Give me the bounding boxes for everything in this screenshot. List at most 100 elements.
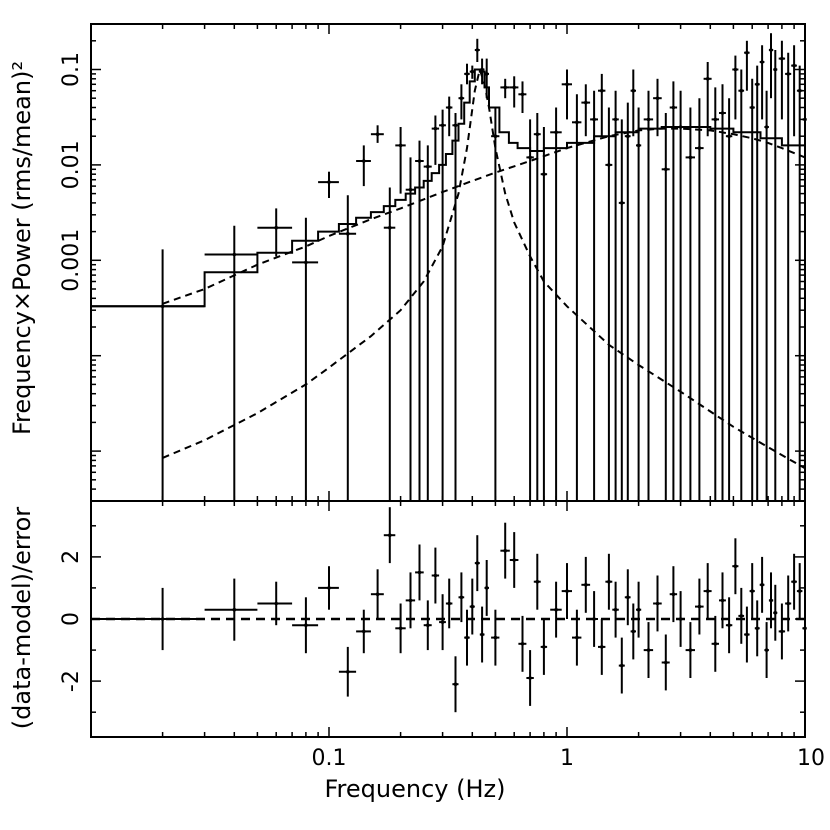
residual-data-point	[598, 619, 606, 675]
residual-data-point	[540, 619, 548, 675]
power-marker	[426, 164, 430, 169]
power-marker	[465, 72, 469, 76]
power-marker	[646, 117, 651, 122]
residual-marker	[727, 623, 731, 627]
power-data-point	[643, 90, 654, 501]
power-data-point	[711, 87, 719, 501]
power-data-point	[518, 81, 527, 113]
residual-marker	[607, 579, 611, 584]
power-data-point	[618, 119, 625, 501]
residual-data-point	[590, 591, 598, 647]
power-marker	[554, 130, 558, 135]
power-data-point	[719, 84, 726, 501]
residual-marker	[636, 607, 641, 612]
power-marker	[727, 134, 731, 138]
residual-marker	[780, 629, 784, 634]
model-curve-broad-lorentzian	[162, 127, 806, 305]
power-data-points	[91, 33, 807, 501]
power-marker	[786, 72, 790, 76]
residual-data-point	[464, 609, 470, 666]
residual-data-point	[479, 606, 485, 663]
power-data-point	[661, 113, 670, 501]
power-data-point	[405, 157, 416, 501]
residual-marker	[705, 589, 710, 593]
power-y-axis-label: Frequency×Power (rms/mean)²	[8, 61, 36, 435]
residual-marker	[493, 635, 498, 640]
residual-data-point	[423, 600, 432, 651]
power-y-tick-label: 0.1	[59, 52, 84, 87]
residual-marker	[484, 586, 489, 590]
power-data-point	[744, 40, 750, 91]
residual-marker	[554, 607, 558, 612]
power-marker	[375, 132, 380, 136]
residual-data-point	[695, 578, 704, 635]
power-data-point	[572, 94, 582, 501]
power-y-tick-labels: 0.001 0.01 0.1	[59, 52, 84, 292]
residual-marker	[688, 648, 693, 652]
residual-data-point	[395, 603, 406, 654]
residual-data-point	[318, 566, 339, 610]
residual-marker	[646, 648, 651, 652]
power-marker	[769, 48, 773, 52]
residual-marker	[475, 561, 480, 565]
power-marker	[232, 252, 237, 257]
power-data-point	[479, 58, 485, 85]
residual-data-point	[643, 622, 654, 678]
residual-data-point	[439, 594, 446, 651]
power-marker	[764, 125, 769, 129]
residual-marker	[733, 564, 738, 568]
power-marker	[304, 260, 308, 265]
power-marker	[584, 100, 588, 105]
residual-data-point	[764, 622, 769, 678]
residual-data-point	[572, 609, 582, 666]
residual-data-point	[484, 560, 489, 616]
residual-marker	[470, 604, 475, 609]
power-marker	[697, 146, 702, 150]
residual-marker	[664, 660, 668, 665]
power-data-point	[526, 119, 534, 501]
power-marker	[433, 126, 438, 131]
power-marker	[565, 82, 569, 87]
power-data-point	[669, 81, 678, 501]
power-marker	[493, 134, 498, 138]
residual-marker	[459, 595, 464, 600]
power-marker	[745, 50, 749, 55]
power-marker	[678, 125, 683, 129]
power-data-point	[491, 107, 500, 501]
residual-data-point	[759, 556, 765, 613]
residual-data-point	[491, 609, 500, 666]
power-data-point	[370, 125, 384, 143]
residual-marker	[620, 663, 624, 668]
power-marker	[626, 134, 630, 138]
power-data-point	[738, 69, 745, 501]
residual-data-point	[204, 578, 258, 641]
residual-marker	[713, 642, 718, 646]
power-marker	[733, 67, 738, 72]
residual-data-points	[91, 507, 807, 713]
residual-data-point	[754, 600, 760, 657]
power-spectrum-panel: 0.001 0.01 0.1 Frequency×Power (rms/mean)²	[8, 23, 807, 502]
residual-marker	[528, 676, 532, 680]
residual-data-point	[292, 597, 319, 654]
residuals-y-axis-label: (data-model)/error	[8, 507, 36, 729]
power-data-point	[469, 65, 475, 79]
frequency-x-tick-label: 10	[797, 746, 825, 771]
residual-data-point	[469, 578, 475, 635]
power-data-point	[458, 84, 465, 120]
residual-marker	[739, 614, 744, 618]
power-data-point	[431, 115, 440, 165]
residual-data-point	[405, 572, 416, 629]
power-data-point	[773, 50, 778, 501]
residual-marker	[584, 583, 588, 587]
residual-marker	[792, 579, 796, 584]
power-data-point	[754, 65, 760, 501]
power-data-point	[703, 62, 712, 137]
power-data-point	[540, 127, 548, 501]
residual-marker	[750, 589, 754, 593]
frequency-x-tick-label: 0.1	[312, 746, 347, 771]
power-data-point	[561, 69, 572, 120]
residual-marker	[433, 573, 438, 578]
power-marker	[739, 88, 744, 93]
power-marker	[512, 85, 516, 90]
